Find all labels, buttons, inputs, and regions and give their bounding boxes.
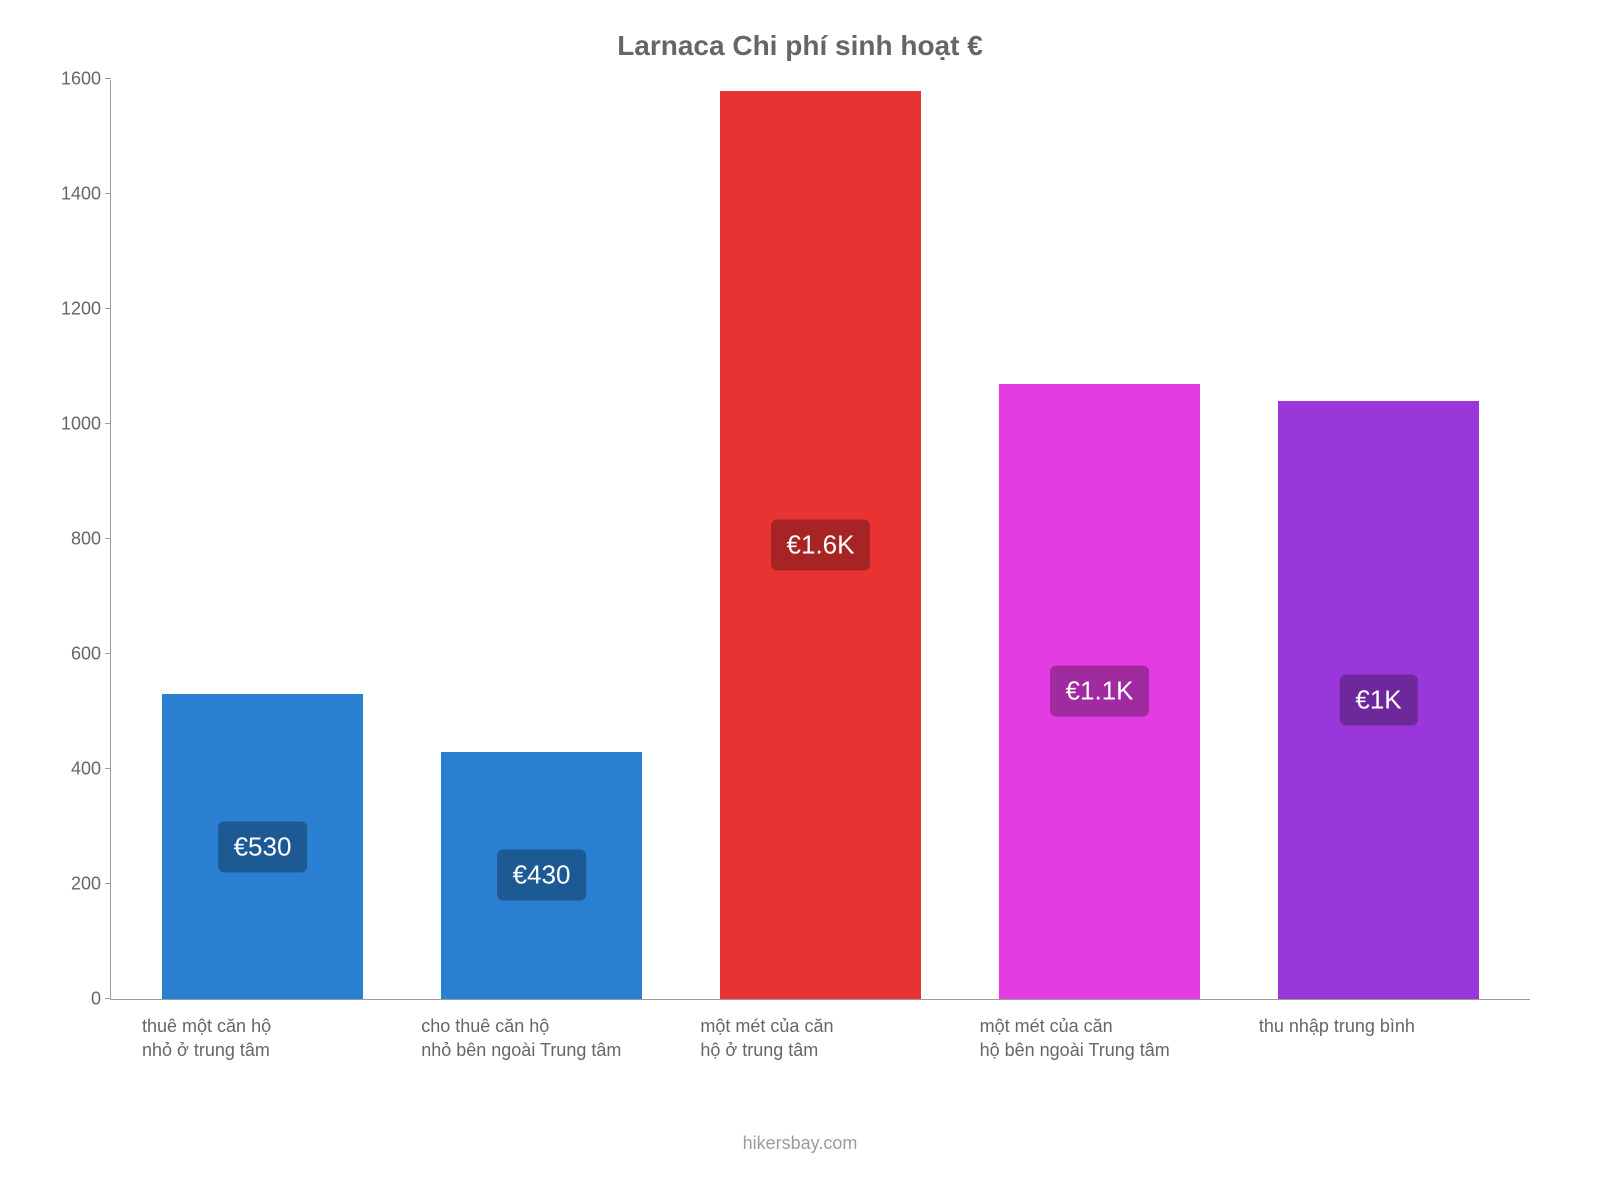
bars-group: €530 €430 €1.6K €1.1K €1K	[111, 80, 1530, 999]
y-tick-mark	[105, 78, 111, 79]
bar-slot: €1.6K	[681, 80, 960, 999]
bar-slot: €1.1K	[960, 80, 1239, 999]
y-tick-mark	[105, 308, 111, 309]
y-tick-label: 1000	[41, 414, 101, 435]
y-tick-mark	[105, 768, 111, 769]
y-tick-mark	[105, 653, 111, 654]
y-tick-mark	[105, 538, 111, 539]
y-tick-label: 0	[41, 989, 101, 1010]
x-axis-category-label: thuê một căn hộnhỏ ở trung tâm	[122, 1014, 401, 1063]
bar: €1K	[1278, 401, 1479, 999]
y-tick-mark	[105, 998, 111, 999]
y-tick-mark	[105, 883, 111, 884]
y-tick-label: 1200	[41, 299, 101, 320]
bar-value-label: €1.6K	[771, 519, 871, 570]
bar-value-label: €1.1K	[1050, 666, 1150, 717]
bar: €1.1K	[999, 384, 1200, 999]
x-axis-category-label: thu nhập trung bình	[1239, 1014, 1518, 1063]
y-tick-label: 800	[41, 529, 101, 550]
bar: €530	[162, 694, 363, 999]
y-tick-label: 200	[41, 874, 101, 895]
y-tick-label: 1400	[41, 184, 101, 205]
bar-value-label: €1K	[1339, 675, 1417, 726]
y-tick-label: 1600	[41, 69, 101, 90]
y-tick-mark	[105, 423, 111, 424]
bar-slot: €1K	[1239, 80, 1518, 999]
plot-area: €530€430€1.6K€1.1K€1K 020040060080010001…	[110, 80, 1530, 1000]
bar-value-label: €530	[218, 821, 308, 872]
x-axis-category-label: cho thuê căn hộnhỏ bên ngoài Trung tâm	[401, 1014, 680, 1063]
x-axis-category-label: một mét của cănhộ ở trung tâm	[680, 1014, 959, 1063]
y-tick-mark	[105, 193, 111, 194]
y-tick-label: 400	[41, 759, 101, 780]
chart-title: Larnaca Chi phí sinh hoạt €	[40, 30, 1560, 62]
chart-container: Larnaca Chi phí sinh hoạt € €530 €430 €1.6…	[0, 0, 1600, 1200]
bar: €430	[441, 752, 642, 999]
bar: €1.6K	[720, 91, 921, 1000]
x-axis-category-label: một mét của cănhộ bên ngoài Trung tâm	[960, 1014, 1239, 1063]
bar-slot: €430	[402, 80, 681, 999]
attribution-text: hikersbay.com	[40, 1133, 1560, 1154]
bar-value-label: €430	[497, 850, 587, 901]
x-axis-labels: thuê một căn hộnhỏ ở trung tâmcho thuê c…	[110, 1000, 1530, 1063]
y-tick-label: 600	[41, 644, 101, 665]
bar-slot: €530	[123, 80, 402, 999]
